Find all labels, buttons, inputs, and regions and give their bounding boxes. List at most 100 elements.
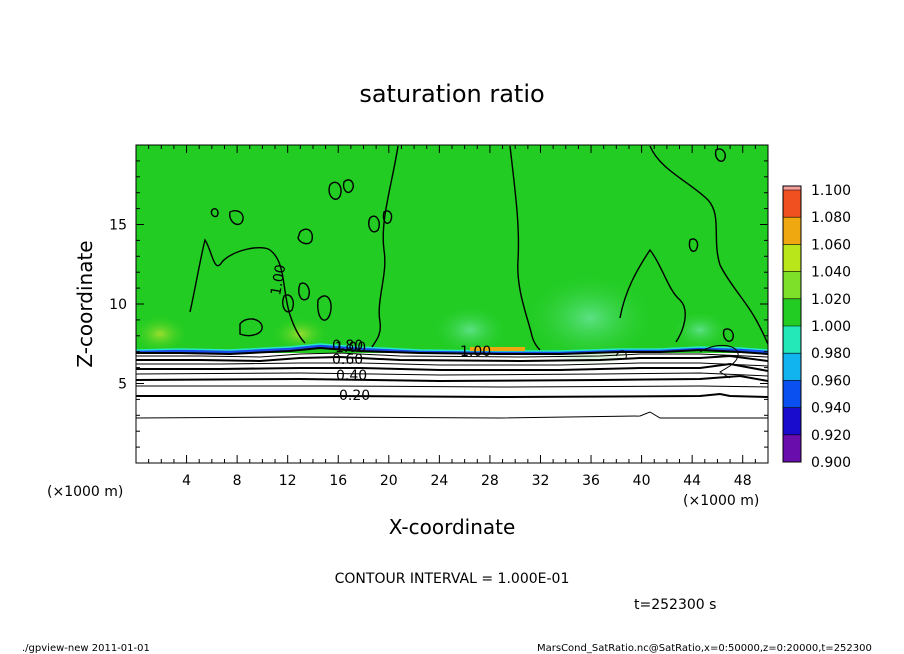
colorbar-swatch xyxy=(783,186,801,190)
field-light-patch xyxy=(670,310,730,350)
contour-line xyxy=(136,346,768,356)
contour-line xyxy=(136,354,768,363)
y-axis-label: Z-coordinate xyxy=(73,240,97,367)
footer-right: MarsCond_SatRatio.nc@SatRatio,x=0:50000,… xyxy=(537,643,872,654)
colorbar: 0.900 0.920 0.940 0.960 0.980 1.000 1.020 1.040… xyxy=(782,183,851,471)
colorbar-swatch xyxy=(783,353,801,381)
colorbar-tick-label: 0.940 xyxy=(811,401,851,417)
colorbar-tick-label: 0.960 xyxy=(811,373,851,389)
colorbar-tick-label: 1.040 xyxy=(811,265,851,281)
contour-label: 0.40 xyxy=(336,368,367,384)
contour-line xyxy=(136,362,768,372)
contour-line xyxy=(342,179,354,194)
contour-line xyxy=(282,294,294,313)
contour-line xyxy=(239,318,263,337)
colorbar-swatch xyxy=(783,217,801,245)
contour-line xyxy=(688,238,699,252)
contour-line xyxy=(368,215,380,233)
field-yellow-patch xyxy=(270,316,330,352)
x-tick-label: 24 xyxy=(430,473,448,489)
colorbar-tick-label: 0.980 xyxy=(811,346,851,362)
contour-line xyxy=(328,181,342,200)
colorbar-swatch xyxy=(783,190,801,218)
contour-interval-note: CONTOUR INTERVAL = 1.000E-01 xyxy=(335,571,570,587)
cloud-base-cyan-edge xyxy=(136,343,768,352)
time-annotation: t=252300 s xyxy=(634,597,716,613)
field-white-region xyxy=(136,353,768,463)
colorbar-tick-label: 1.020 xyxy=(811,292,851,308)
field-orange-strip xyxy=(470,347,525,351)
y-tick-label: 10 xyxy=(109,297,127,313)
contour-line xyxy=(189,238,306,344)
x-tick-label: 12 xyxy=(279,473,297,489)
contour-line xyxy=(136,372,768,377)
colorbar-swatch xyxy=(783,271,801,299)
contour-line xyxy=(371,145,399,348)
contour-line xyxy=(136,362,768,367)
x-axis-unit-right: (×1000 m) xyxy=(683,493,759,509)
x-axis-unit-left: (×1000 m) xyxy=(47,484,123,500)
plot-area xyxy=(136,145,768,463)
contour-line xyxy=(722,328,734,342)
contour-label: 1.00 xyxy=(268,263,289,296)
footer-left: ./gpview-new 2011-01-01 xyxy=(22,643,150,654)
contour-line xyxy=(714,148,726,162)
colorbar-tick-label: 1.100 xyxy=(811,183,851,199)
contour-line xyxy=(210,207,219,218)
contour-line xyxy=(298,282,310,301)
field-light-patch xyxy=(520,270,660,366)
colorbar-swatch xyxy=(783,244,801,272)
y-tick-label: 5 xyxy=(118,377,127,393)
contour-line xyxy=(136,411,768,419)
colorbar-swatch xyxy=(783,380,801,408)
contour-label: 0.80 xyxy=(332,338,363,354)
field-yellow-patch xyxy=(136,314,190,354)
contour-lines-upper xyxy=(189,145,768,351)
colorbar-tick-label: 0.920 xyxy=(811,428,851,444)
contour-labels: 1.00 0.80 0.60 0.40 0.20 1.00 1.00 xyxy=(268,263,491,404)
contour-label: 0.60 xyxy=(332,352,363,368)
colorbar-tick-label: 1.060 xyxy=(811,237,851,253)
contour-line xyxy=(136,352,768,358)
contour-line xyxy=(297,228,314,245)
x-tick-label: 4 xyxy=(182,473,191,489)
contour-line xyxy=(699,344,739,379)
x-tick-label: 40 xyxy=(633,473,651,489)
x-tick-label: 36 xyxy=(582,473,600,489)
chart-title: saturation ratio xyxy=(359,80,544,108)
x-axis: 4 8 12 16 20 24 28 32 36 40 44 48 xyxy=(148,145,756,489)
y-axis: 5 10 15 xyxy=(109,160,768,448)
colorbar-tick-label: 1.080 xyxy=(811,210,851,226)
contour-line xyxy=(136,385,768,388)
x-tick-label: 44 xyxy=(683,473,701,489)
colorbar-swatch xyxy=(783,326,801,354)
contour-label: 0.20 xyxy=(339,388,370,404)
field-light-patch xyxy=(430,304,510,356)
x-tick-label: 32 xyxy=(532,473,550,489)
contour-line xyxy=(136,392,768,399)
colorbar-swatch xyxy=(783,407,801,435)
x-tick-label: 16 xyxy=(329,473,347,489)
colorbar-swatch xyxy=(783,434,801,462)
contour-line xyxy=(229,210,244,226)
contour-line xyxy=(317,295,332,321)
contour-lines-lower xyxy=(136,344,768,419)
contour-line xyxy=(619,248,686,343)
contour-label: 1.00 xyxy=(335,340,366,356)
contour-line xyxy=(382,210,393,224)
contour-line xyxy=(509,145,541,351)
colorbar-tick-label: 0.900 xyxy=(811,455,851,471)
contour-label: 1.00 xyxy=(460,344,491,360)
y-tick-label: 15 xyxy=(109,218,127,234)
x-tick-label: 48 xyxy=(734,473,752,489)
colorbar-swatch xyxy=(783,298,801,326)
x-tick-label: 28 xyxy=(481,473,499,489)
x-tick-label: 8 xyxy=(233,473,242,489)
x-tick-label: 20 xyxy=(380,473,398,489)
x-axis-label: X-coordinate xyxy=(389,515,516,539)
contour-line xyxy=(649,145,768,345)
contour-line xyxy=(615,350,627,359)
contour-line xyxy=(136,374,768,383)
colorbar-tick-label: 1.000 xyxy=(811,319,851,335)
